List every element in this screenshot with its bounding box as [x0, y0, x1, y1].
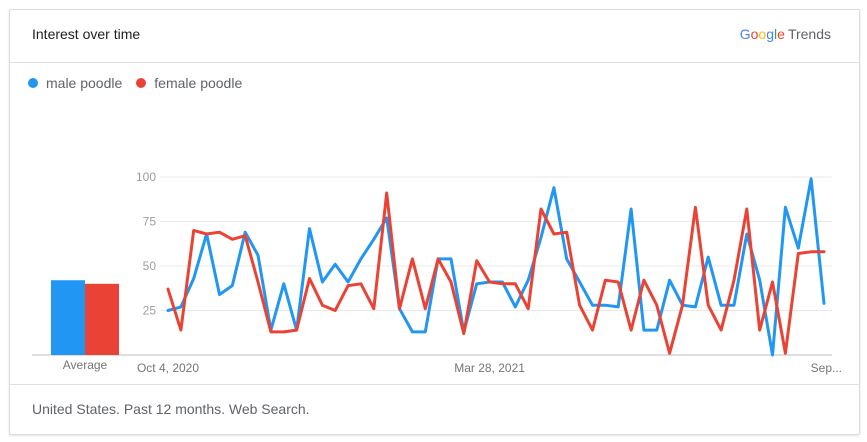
- google-trends-logo[interactable]: Google Trends: [740, 26, 831, 42]
- google-logo-letter: l: [774, 26, 778, 42]
- x-tick-label: Sep...: [811, 361, 842, 375]
- legend-label-female-poodle: female poodle: [154, 75, 243, 91]
- average-bar-female: [85, 283, 119, 355]
- series-line-male-poodle: [166, 177, 826, 357]
- legend-label-male-poodle: male poodle: [46, 75, 123, 91]
- average-label: Average: [63, 358, 108, 372]
- average-bar-male: [51, 280, 85, 355]
- footer-description: United States. Past 12 months. Web Searc…: [32, 401, 310, 417]
- y-tick-label: 50: [143, 259, 157, 273]
- legend-item-female-poodle[interactable]: female poodle: [136, 75, 242, 91]
- x-tick-label: Oct 4, 2020: [137, 361, 199, 375]
- y-tick-label: 25: [143, 304, 157, 318]
- card-title: Interest over time: [32, 26, 141, 42]
- interest-over-time-card: Interest over time Google Trends male poo…: [9, 9, 860, 435]
- google-logo-letter: g: [766, 26, 775, 42]
- line-chart[interactable]: 25 50 75 100 Oct 4, 2020 Mar 28, 2021 Sep... Av…: [10, 85, 859, 385]
- male-series-dot: [28, 78, 38, 88]
- google-logo-word: Google: [740, 26, 785, 42]
- female-series-dot: [136, 78, 147, 88]
- trends-logo-word: Trends: [787, 26, 831, 42]
- y-tick-label: 75: [143, 215, 157, 229]
- series-line-female-poodle: [166, 191, 826, 355]
- x-tick-label: Mar 28, 2021: [454, 361, 525, 375]
- card-header: Interest over time Google Trends: [10, 10, 859, 63]
- google-logo-letter: o: [750, 26, 759, 42]
- google-logo-letter: o: [758, 26, 767, 42]
- chart-legend: male poodle female poodle: [28, 73, 256, 93]
- card-footer: United States. Past 12 months. Web Searc…: [10, 384, 859, 434]
- y-tick-label: 100: [136, 170, 156, 184]
- legend-item-male-poodle[interactable]: male poodle: [28, 75, 122, 91]
- google-logo-letter: G: [739, 26, 751, 42]
- google-logo-letter: e: [777, 26, 785, 42]
